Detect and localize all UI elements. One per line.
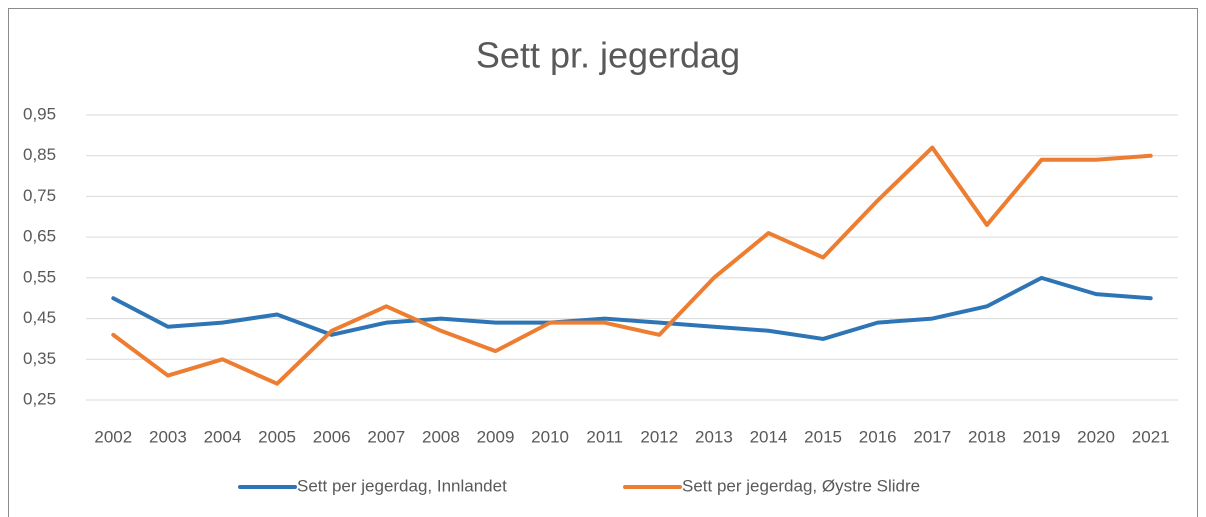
chart-title: Sett pr. jegerdag — [476, 35, 740, 76]
x-tick-label: 2017 — [913, 427, 951, 446]
x-tick-label: 2004 — [204, 427, 242, 446]
x-tick-label: 2013 — [695, 427, 733, 446]
x-tick-label: 2018 — [968, 427, 1006, 446]
y-tick-label: 0,85 — [23, 145, 56, 164]
x-tick-label: 2002 — [94, 427, 132, 446]
x-tick-label: 2010 — [531, 427, 569, 446]
x-tick-label: 2021 — [1132, 427, 1170, 446]
x-tick-label: 2014 — [750, 427, 788, 446]
line-series — [111, 145, 1153, 386]
line-series — [111, 275, 1153, 341]
legend-label: Sett per jegerdag, Øystre Slidre — [682, 476, 920, 495]
x-tick-label: 2005 — [258, 427, 296, 446]
x-tick-label: 2015 — [804, 427, 842, 446]
x-tick-label: 2006 — [313, 427, 351, 446]
y-tick-label: 0,95 — [23, 104, 56, 123]
y-tick-label: 0,65 — [23, 227, 56, 246]
x-tick-label: 2016 — [859, 427, 897, 446]
y-tick-label: 0,25 — [23, 389, 56, 408]
legend-label: Sett per jegerdag, Innlandet — [297, 476, 507, 495]
chart-frame — [8, 8, 1198, 517]
x-tick-label: 2009 — [477, 427, 515, 446]
x-tick-label: 2008 — [422, 427, 460, 446]
y-tick-label: 0,35 — [23, 349, 56, 368]
x-tick-label: 2007 — [367, 427, 405, 446]
x-tick-label: 2020 — [1077, 427, 1115, 446]
x-tick-label: 2011 — [586, 427, 623, 446]
x-tick-label: 2012 — [640, 427, 678, 446]
y-tick-label: 0,75 — [23, 186, 56, 205]
x-tick-label: 2019 — [1023, 427, 1061, 446]
x-tick-label: 2003 — [149, 427, 187, 446]
y-tick-label: 0,45 — [23, 308, 56, 327]
y-tick-label: 0,55 — [23, 267, 56, 286]
